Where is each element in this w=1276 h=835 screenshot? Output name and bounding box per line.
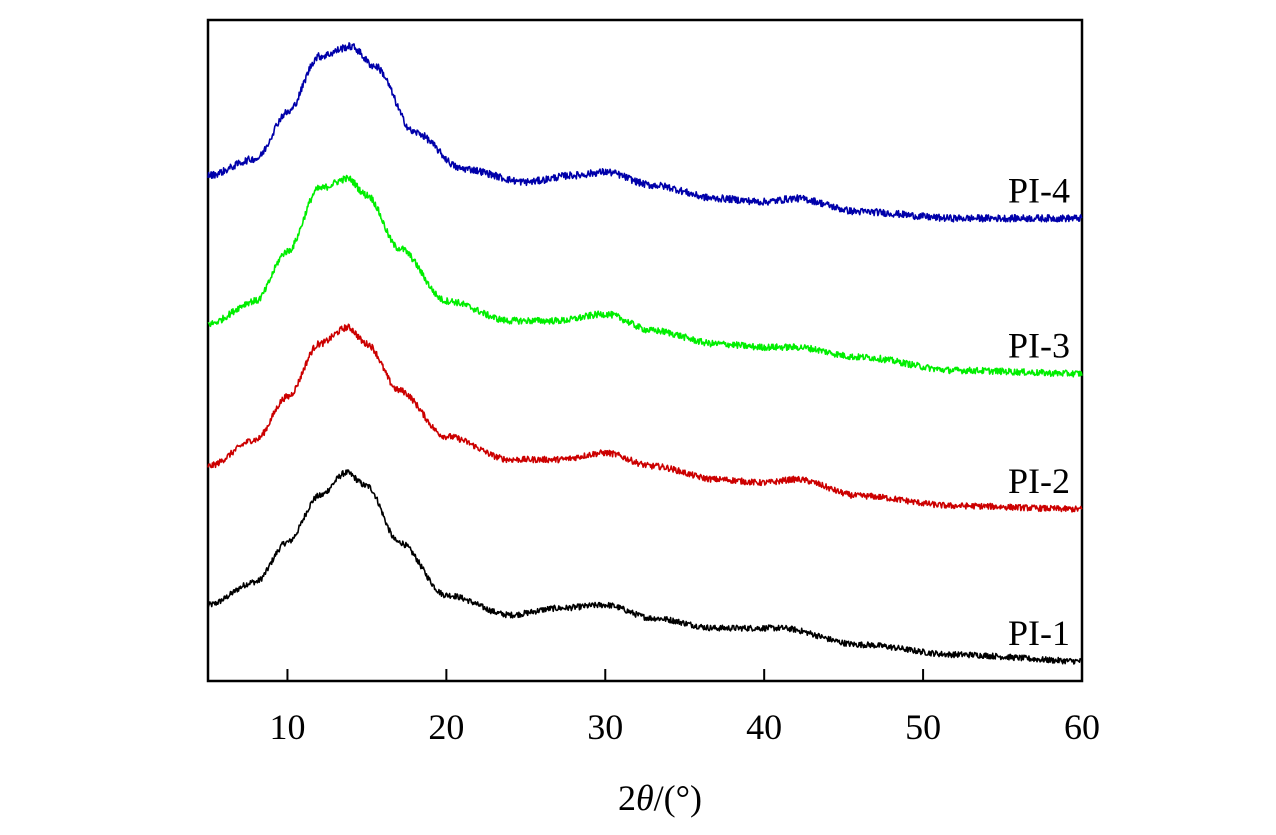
series-layer — [207, 42, 1083, 665]
x-tick-label: 30 — [587, 707, 623, 747]
series-line-pi-3 — [207, 174, 1083, 378]
series-labels: PI-1 PI-2 PI-3 PI-4 — [1008, 170, 1070, 653]
series-label-pi-4: PI-4 — [1008, 170, 1070, 210]
series-label-pi-2: PI-2 — [1008, 461, 1070, 501]
x-tick-label: 50 — [905, 707, 941, 747]
series-label-pi-1: PI-1 — [1008, 613, 1070, 653]
x-tick-label: 40 — [746, 707, 782, 747]
series-line-pi-4 — [207, 42, 1083, 223]
x-tick-label: 10 — [269, 707, 305, 747]
plot-frame — [206, 18, 1084, 683]
series-line-pi-1 — [207, 469, 1083, 665]
x-axis-ticks: 10 20 30 40 50 60 — [269, 669, 1100, 747]
series-label-pi-3: PI-3 — [1008, 326, 1070, 366]
x-tick-label: 20 — [428, 707, 464, 747]
x-axis-title: 2θ/(°) — [618, 778, 702, 818]
series-line-pi-2 — [207, 323, 1083, 513]
plot-area — [206, 18, 1084, 683]
x-tick-label: 60 — [1064, 707, 1100, 747]
